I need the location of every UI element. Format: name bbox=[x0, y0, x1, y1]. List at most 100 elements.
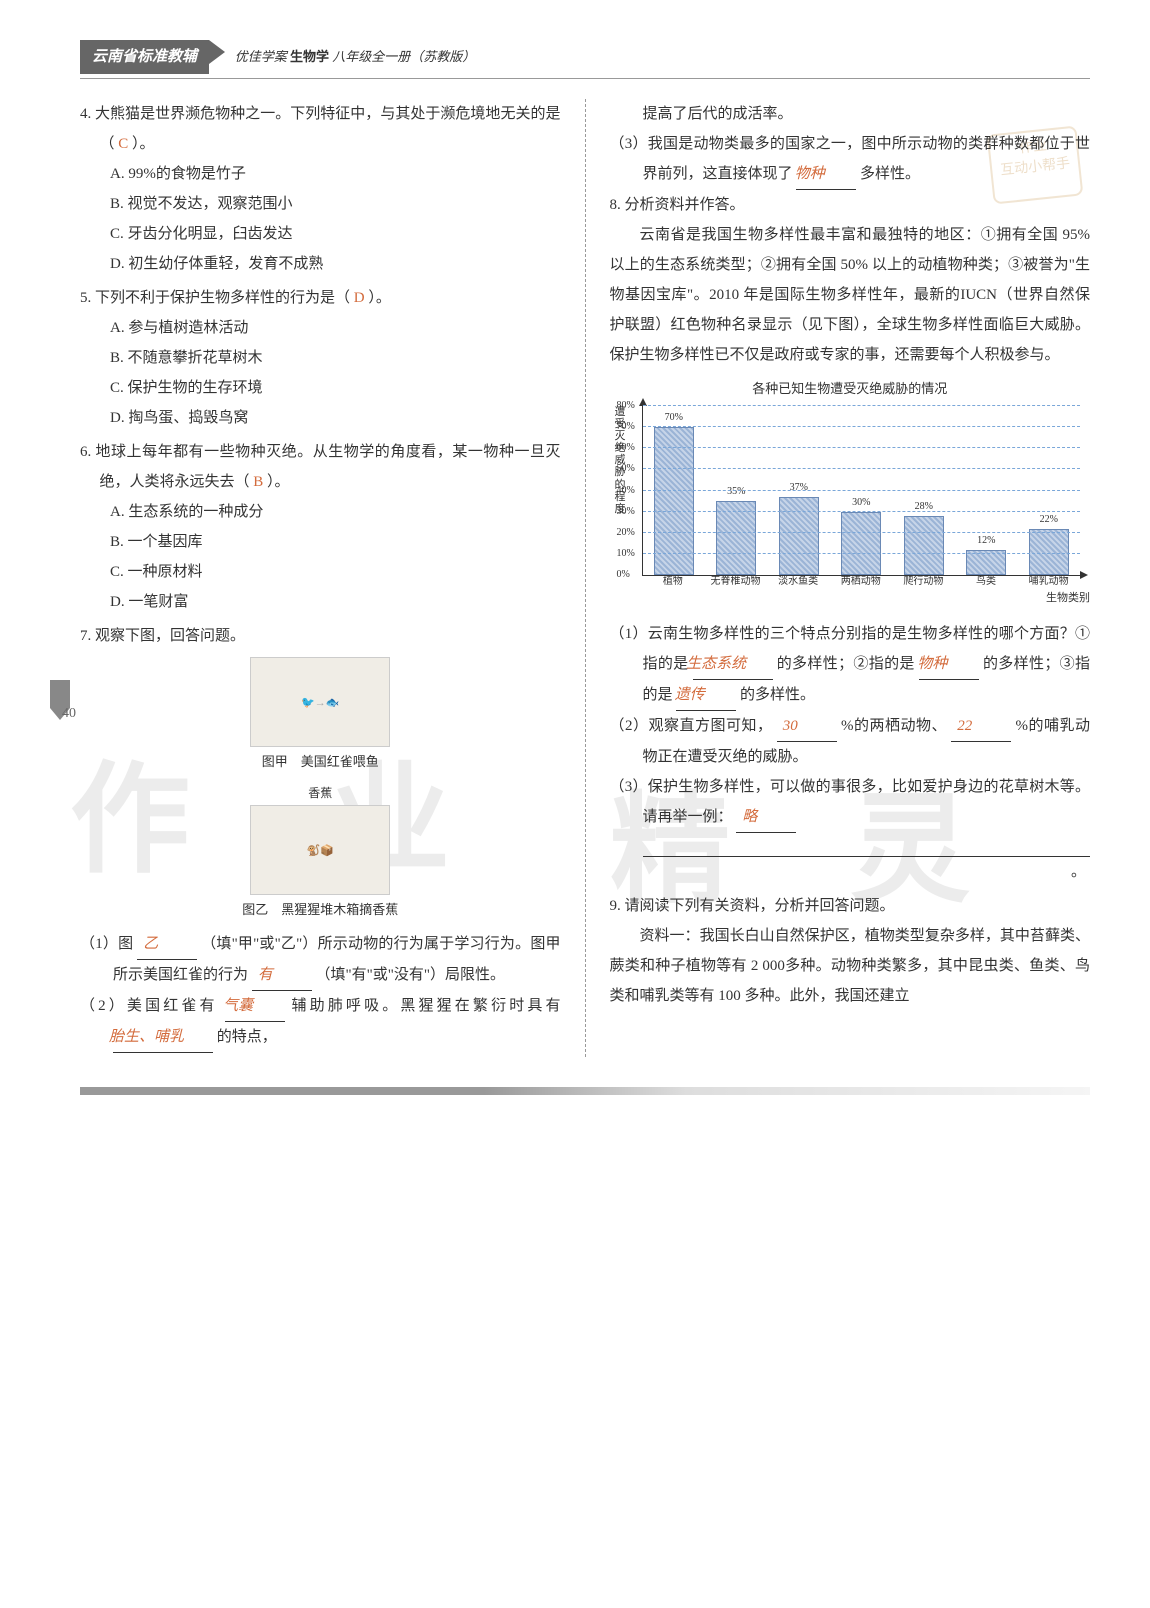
y-tick: 50% bbox=[617, 459, 635, 479]
x-label: 哺乳动物 bbox=[1017, 576, 1080, 587]
q8-sub2: （2）观察直方图可知， 30 %的两栖动物、 22 %的哺乳动物正在遭受灭绝的威… bbox=[610, 711, 1091, 772]
t: （填"有"或"没有"）局限性。 bbox=[316, 967, 506, 983]
bird-feeding-fish-image: 🐦→🐟 bbox=[250, 657, 390, 747]
y-tick: 60% bbox=[617, 438, 635, 458]
header-grade: 八年级全一册（苏教版） bbox=[332, 49, 475, 64]
q6-tail: ）。 bbox=[267, 474, 290, 490]
x-arrow-icon bbox=[1080, 571, 1088, 579]
grid-line bbox=[643, 426, 1081, 427]
x-label: 鸟类 bbox=[955, 576, 1018, 587]
header-subject: 生物学 bbox=[290, 49, 329, 64]
bar-value: 37% bbox=[790, 478, 808, 498]
grid-line bbox=[643, 468, 1081, 469]
header-sub: 优佳学案 生物学 八年级全一册（苏教版） bbox=[235, 49, 476, 64]
grid-line bbox=[643, 553, 1081, 554]
q8-2-blank2: 22 bbox=[951, 711, 1011, 742]
bar-slot: 22% bbox=[1018, 406, 1081, 575]
bar: 28% bbox=[904, 516, 944, 575]
bar-slot: 70% bbox=[643, 406, 706, 575]
q7-1-blank2: 有 bbox=[252, 960, 312, 991]
q8-2-blank1: 30 bbox=[777, 711, 837, 742]
bar-value: 12% bbox=[977, 531, 995, 551]
q8-sub1: （1）云南生物多样性的三个特点分别指的是生物多样性的哪个方面？①指的是 生态系统… bbox=[610, 619, 1091, 711]
q6-opt-c: C. 一种原材料 bbox=[80, 557, 561, 587]
left-column: 4. 大熊猫是世界濒危物种之一。下列特征中，与其处于濒危境地无关的是（ C ）。… bbox=[80, 99, 561, 1057]
q8-1-blank1: 生态系统 bbox=[693, 649, 773, 680]
y-tick: 10% bbox=[617, 544, 635, 564]
q8-3-blank: 略 bbox=[736, 802, 796, 833]
q7-2-blank2: 胎生、哺乳 bbox=[113, 1022, 213, 1053]
q7-1-blank1: 乙 bbox=[137, 929, 197, 960]
bar-value: 35% bbox=[727, 482, 745, 502]
t: 的多样性。 bbox=[740, 687, 815, 703]
q4-stem: 4. 大熊猫是世界濒危物种之一。下列特征中，与其处于濒危境地无关的是（ C ）。 bbox=[80, 99, 561, 159]
bar-value: 30% bbox=[852, 493, 870, 513]
bar-value: 28% bbox=[915, 497, 933, 517]
q5-opt-b: B. 不随意攀折花草树木 bbox=[80, 343, 561, 373]
q7-3-blank: 物种 bbox=[796, 159, 856, 190]
q9-paragraph: 资料一：我国长白山自然保护区，植物类型复杂多样，其中苔藓类、蕨类和种子植物等有 … bbox=[610, 921, 1091, 1011]
q7-sub3: （3）我国是动物类最多的国家之一，图中所示动物的类群种数都位于世界前列，这直接体… bbox=[610, 129, 1091, 190]
q8-sub3: （3）保护生物多样性，可以做的事很多，比如爱护身边的花草树木等。请再举一例： 略 bbox=[610, 772, 1091, 833]
q8-stem: 8. 分析资料并作答。 bbox=[610, 190, 1091, 220]
q4-opt-d: D. 初生幼仔体重轻，发育不成熟 bbox=[80, 249, 561, 279]
page-number: 40 bbox=[62, 700, 76, 728]
q8-paragraph: 云南省是我国生物多样性最丰富和最独特的地区：①拥有全国 95% 以上的生态系统类… bbox=[610, 220, 1091, 370]
q5-stem: 5. 下列不利于保护生物多样性的行为是（ D ）。 bbox=[80, 283, 561, 313]
grid-line bbox=[643, 511, 1081, 512]
bar-slot: 12% bbox=[955, 406, 1018, 575]
t: 的多样性；②指的是 bbox=[777, 656, 915, 672]
q8-1-blank3: 遗传 bbox=[676, 680, 736, 711]
bar-value: 70% bbox=[665, 408, 683, 428]
q7-figure-a: 🐦→🐟 图甲 美国红雀喂鱼 bbox=[80, 657, 561, 775]
bar: 22% bbox=[1029, 529, 1069, 575]
q5-opt-c: C. 保护生物的生存环境 bbox=[80, 373, 561, 403]
q7-caption-a: 图甲 美国红雀喂鱼 bbox=[80, 749, 561, 775]
extinction-chart: 各种已知生物遭受灭绝威胁的情况 遭受灭绝威胁的程度 70%35%37%30%28… bbox=[610, 376, 1091, 609]
q5-opt-a: A. 参与植树造林活动 bbox=[80, 313, 561, 343]
q6-opt-a: A. 生态系统的一种成分 bbox=[80, 497, 561, 527]
right-column: 提高了后代的成活率。 （3）我国是动物类最多的国家之一，图中所示动物的类群种数都… bbox=[585, 99, 1091, 1057]
q7-stem: 7. 观察下图，回答问题。 bbox=[80, 621, 561, 651]
q7-caption-b: 图乙 黑猩猩堆木箱摘香蕉 bbox=[80, 897, 561, 923]
banana-label: 香蕉 bbox=[80, 781, 561, 805]
bar: 37% bbox=[779, 497, 819, 575]
q7-sub2: （2）美国红雀有 气囊 辅助肺呼吸。黑猩猩在繁衍时具有 胎生、哺乳 的特点， bbox=[80, 991, 561, 1053]
q5-answer: D bbox=[354, 290, 365, 306]
x-labels: 植物无脊椎动物淡水鱼类两栖动物爬行动物鸟类哺乳动物 bbox=[642, 576, 1081, 587]
x-label: 两栖动物 bbox=[829, 576, 892, 587]
bar-slot: 35% bbox=[705, 406, 768, 575]
q8-3-blank-line bbox=[643, 833, 1091, 857]
q4-opt-c: C. 牙齿分化明显，臼齿发达 bbox=[80, 219, 561, 249]
chart-title: 各种已知生物遭受灭绝威胁的情况 bbox=[610, 376, 1091, 402]
q6-text: 6. 地球上每年都有一些物种灭绝。从生物学的角度看，某一物种一旦灭绝，人类将永远… bbox=[80, 444, 561, 490]
q6-answer: B bbox=[253, 474, 263, 490]
grid-line bbox=[643, 405, 1081, 406]
y-tick: 0% bbox=[617, 565, 630, 585]
grid-line bbox=[643, 447, 1081, 448]
q7-cont: 提高了后代的成活率。 bbox=[610, 99, 1091, 129]
x-axis-label: 生物类别 bbox=[610, 587, 1091, 609]
t: （3）保护生物多样性，可以做的事很多，比如爱护身边的花草树木等。请再举一例： bbox=[610, 779, 1091, 825]
grid-line bbox=[643, 532, 1081, 533]
t: %的两栖动物、 bbox=[841, 718, 947, 734]
y-tick: 70% bbox=[617, 417, 635, 437]
q6-opt-d: D. 一笔财富 bbox=[80, 587, 561, 617]
y-tick: 40% bbox=[617, 481, 635, 501]
bars-container: 70% 35% 37% 30% 28% 12% 22% bbox=[643, 406, 1081, 575]
t: 的特点， bbox=[217, 1029, 277, 1045]
q4-answer: C bbox=[118, 136, 128, 152]
bar-value: 22% bbox=[1040, 510, 1058, 530]
q5-opt-d: D. 掏鸟蛋、捣毁鸟窝 bbox=[80, 403, 561, 433]
x-label: 植物 bbox=[642, 576, 705, 587]
x-label: 爬行动物 bbox=[892, 576, 955, 587]
bar: 35% bbox=[716, 501, 756, 575]
chart-area: 遭受灭绝威胁的程度 70%35%37%30%28%12%22% 0%10%20%… bbox=[642, 406, 1081, 576]
t: 多样性。 bbox=[860, 166, 920, 182]
bar-slot: 30% bbox=[830, 406, 893, 575]
x-label: 淡水鱼类 bbox=[767, 576, 830, 587]
chimp-boxes-image: 🐒📦 bbox=[250, 805, 390, 895]
footer-bar bbox=[80, 1087, 1090, 1095]
q7-sub1: （1）图 乙 （填"甲"或"乙"）所示动物的行为属于学习行为。图甲所示美国红雀的… bbox=[80, 929, 561, 991]
header-series: 优佳学案 bbox=[235, 49, 287, 64]
